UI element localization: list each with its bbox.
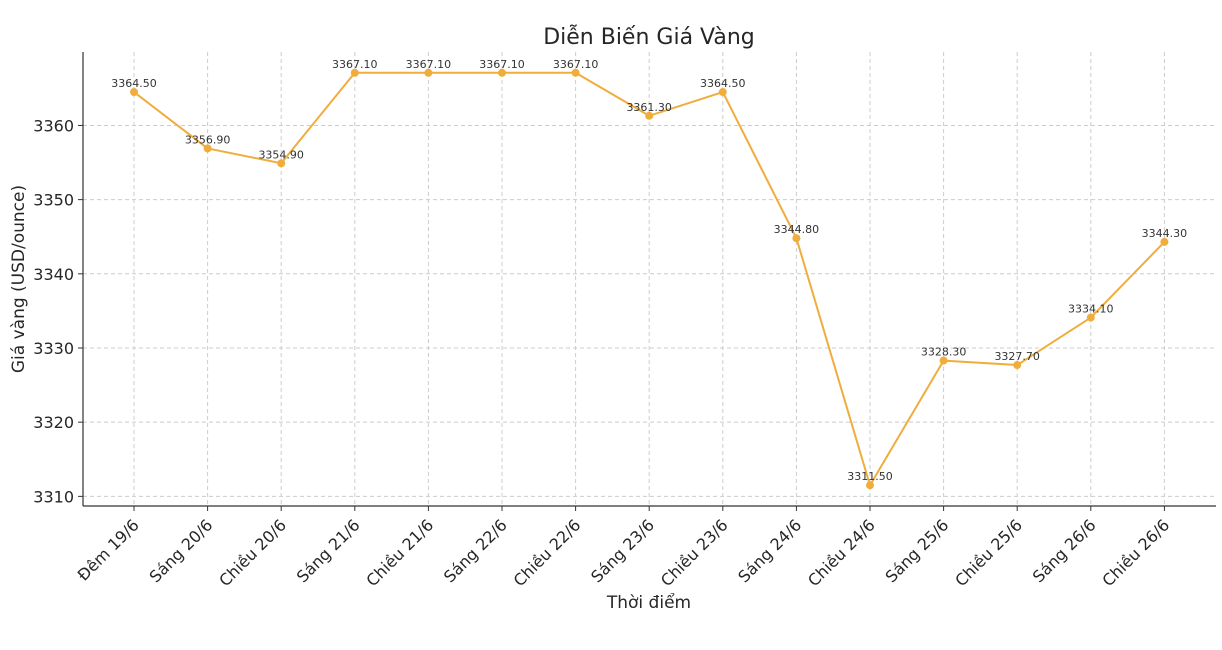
data-labels: 3364.50 3356.90 3354.90 3367.10 3367.10 3367.…: [111, 58, 1187, 483]
y-tick-label: 3310: [33, 487, 74, 506]
x-tick-label: Sáng 24/6: [734, 515, 805, 586]
data-label: 3364.50: [111, 77, 157, 90]
x-tick-label: Sáng 21/6: [293, 515, 364, 586]
data-point: [424, 68, 433, 77]
chart-title: Diễn Biến Giá Vàng: [543, 24, 755, 50]
data-point: [350, 68, 359, 77]
data-label: 3364.50: [700, 77, 746, 90]
x-tick-label: Chiều 24/6: [804, 515, 879, 590]
y-tick-label: 3330: [33, 339, 74, 358]
x-tick-label: Chiều 21/6: [362, 515, 437, 590]
y-tick-label: 3360: [33, 116, 74, 135]
data-point: [1086, 313, 1095, 322]
x-tick-label: Chiều 26/6: [1098, 515, 1173, 590]
x-tick-label: Sáng 23/6: [587, 515, 658, 586]
data-label: 3361.30: [626, 101, 672, 114]
data-label: 3354.90: [258, 148, 304, 161]
data-point: [792, 234, 801, 243]
data-point: [718, 88, 727, 97]
x-tick-label: Chiều 23/6: [657, 515, 732, 590]
data-label: 3367.10: [479, 58, 525, 71]
data-point: [277, 159, 286, 168]
data-label: 3367.10: [553, 58, 599, 71]
data-point: [203, 144, 212, 153]
x-tick-label: Chiều 25/6: [951, 515, 1026, 590]
y-tick-label: 3320: [33, 413, 74, 432]
grid: [83, 52, 1216, 506]
data-label: 3334.10: [1068, 303, 1114, 316]
data-label: 3328.30: [921, 346, 967, 359]
data-point: [939, 356, 948, 365]
y-axis-label: Giá vàng (USD/ounce): [9, 185, 29, 373]
data-label: 3367.10: [332, 58, 378, 71]
x-tick-label: Sáng 22/6: [440, 515, 511, 586]
x-tick-label: Chiều 22/6: [510, 515, 585, 590]
x-axis-label: Thời điểm: [606, 592, 691, 613]
x-tick-label: Đêm 19/6: [74, 515, 143, 584]
y-tick-label: 3340: [33, 265, 74, 284]
y-tick-label: 3350: [33, 191, 74, 210]
series: [130, 68, 1169, 490]
data-point: [866, 481, 874, 490]
x-tick-label: Sáng 26/6: [1029, 515, 1100, 586]
data-point: [130, 88, 138, 97]
x-tick-label: Sáng 20/6: [146, 515, 217, 586]
data-label: 3311.50: [847, 470, 893, 483]
data-label: 3327.70: [994, 350, 1040, 363]
x-tick-label: Sáng 25/6: [882, 515, 953, 586]
data-label: 3344.80: [774, 223, 820, 236]
data-point: [1013, 361, 1022, 370]
data-label: 3367.10: [406, 58, 452, 71]
data-point: [645, 111, 654, 120]
x-tick-label: Chiều 20/6: [215, 515, 290, 590]
data-label: 3344.30: [1142, 227, 1188, 240]
data-label: 3356.90: [185, 133, 231, 146]
data-point: [498, 68, 506, 77]
data-point: [1160, 237, 1169, 246]
data-point: [571, 68, 580, 77]
